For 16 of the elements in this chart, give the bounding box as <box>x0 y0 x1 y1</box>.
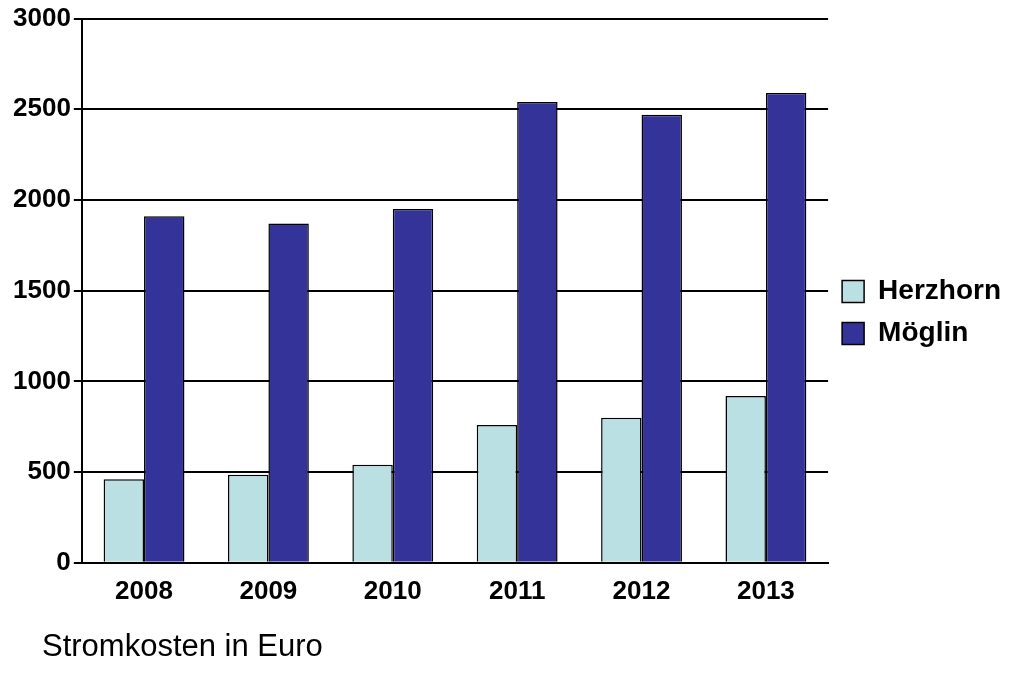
x-tick-label: 2008 <box>115 574 173 605</box>
x-tick-label: 2010 <box>363 574 422 605</box>
y-tick-label: 2000 <box>13 183 71 214</box>
x-tick-label: 2013 <box>736 574 795 605</box>
y-tick-label: 1500 <box>13 273 71 304</box>
y-tick-label: 500 <box>27 455 71 486</box>
legend-label: Herzhorn <box>878 274 1002 306</box>
y-tick-label: 0 <box>56 545 71 576</box>
x-tick-label: 2011 <box>488 574 546 605</box>
legend-label: Möglin <box>878 316 969 348</box>
y-tick-label: 2500 <box>13 92 71 123</box>
x-tick-label: 2009 <box>239 574 298 605</box>
y-tick-label: 1000 <box>13 364 71 395</box>
x-tick-label: 2012 <box>612 574 671 605</box>
text: Stromkosten in Euro <box>42 628 323 664</box>
y-tick-label: 3000 <box>13 1 71 32</box>
